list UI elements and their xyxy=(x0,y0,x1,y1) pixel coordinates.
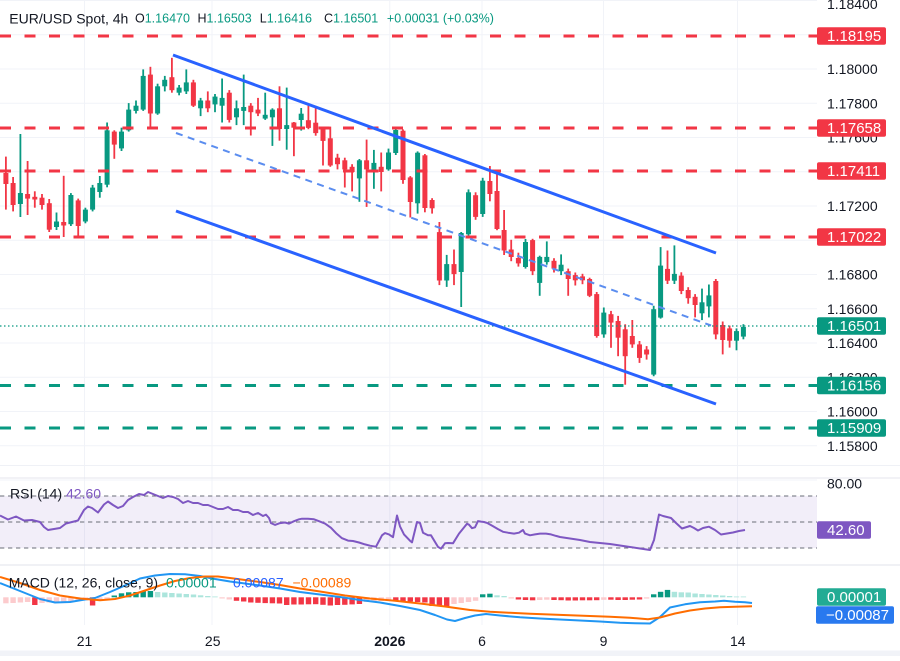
svg-text:0.00001: 0.00001 xyxy=(827,589,881,606)
svg-text:EUR/USD Spot, 4h: EUR/USD Spot, 4h xyxy=(9,10,128,26)
svg-text:1.16156: 1.16156 xyxy=(827,378,881,395)
svg-text:1.16400: 1.16400 xyxy=(827,335,878,351)
svg-text:21: 21 xyxy=(77,633,93,649)
svg-text:1.18000: 1.18000 xyxy=(827,61,878,77)
svg-text:0.00001: 0.00001 xyxy=(166,575,217,591)
svg-text:1.15909: 1.15909 xyxy=(827,420,881,437)
svg-text:1.17800: 1.17800 xyxy=(827,95,878,111)
svg-text:1.17200: 1.17200 xyxy=(827,198,878,214)
svg-text:−0.00089: −0.00089 xyxy=(293,575,352,591)
svg-text:RSI (14) 42.60: RSI (14) 42.60 xyxy=(10,486,101,502)
svg-text:1.16501: 1.16501 xyxy=(827,318,881,335)
svg-text:1.18400: 1.18400 xyxy=(827,0,878,12)
svg-text:MACD (12, 26, close, 9): MACD (12, 26, close, 9) xyxy=(9,575,158,591)
svg-text:1.16600: 1.16600 xyxy=(827,301,878,317)
svg-text:0.00087: 0.00087 xyxy=(233,575,284,591)
svg-text:6: 6 xyxy=(478,633,486,649)
svg-text:L1.16416: L1.16416 xyxy=(260,11,312,25)
svg-text:1.16800: 1.16800 xyxy=(827,267,878,283)
svg-text:9: 9 xyxy=(600,633,608,649)
svg-text:42.60: 42.60 xyxy=(827,522,865,539)
svg-text:1.17022: 1.17022 xyxy=(827,229,881,246)
svg-text:O1.16470: O1.16470 xyxy=(135,11,190,25)
svg-text:1.15800: 1.15800 xyxy=(827,438,878,454)
svg-text:14: 14 xyxy=(730,633,746,649)
svg-text:+0.00031 (+0.03%): +0.00031 (+0.03%) xyxy=(387,11,494,25)
svg-text:25: 25 xyxy=(205,633,221,649)
svg-text:C1.16501: C1.16501 xyxy=(324,11,378,25)
svg-text:1.17411: 1.17411 xyxy=(827,163,880,180)
svg-text:−0.00087: −0.00087 xyxy=(826,607,889,624)
svg-text:1.17658: 1.17658 xyxy=(827,120,881,137)
svg-text:1.16000: 1.16000 xyxy=(827,404,878,420)
svg-text:H1.16503: H1.16503 xyxy=(198,11,252,25)
svg-text:80.00: 80.00 xyxy=(827,476,862,492)
svg-text:2026: 2026 xyxy=(374,633,405,649)
svg-text:1.18195: 1.18195 xyxy=(827,28,881,45)
